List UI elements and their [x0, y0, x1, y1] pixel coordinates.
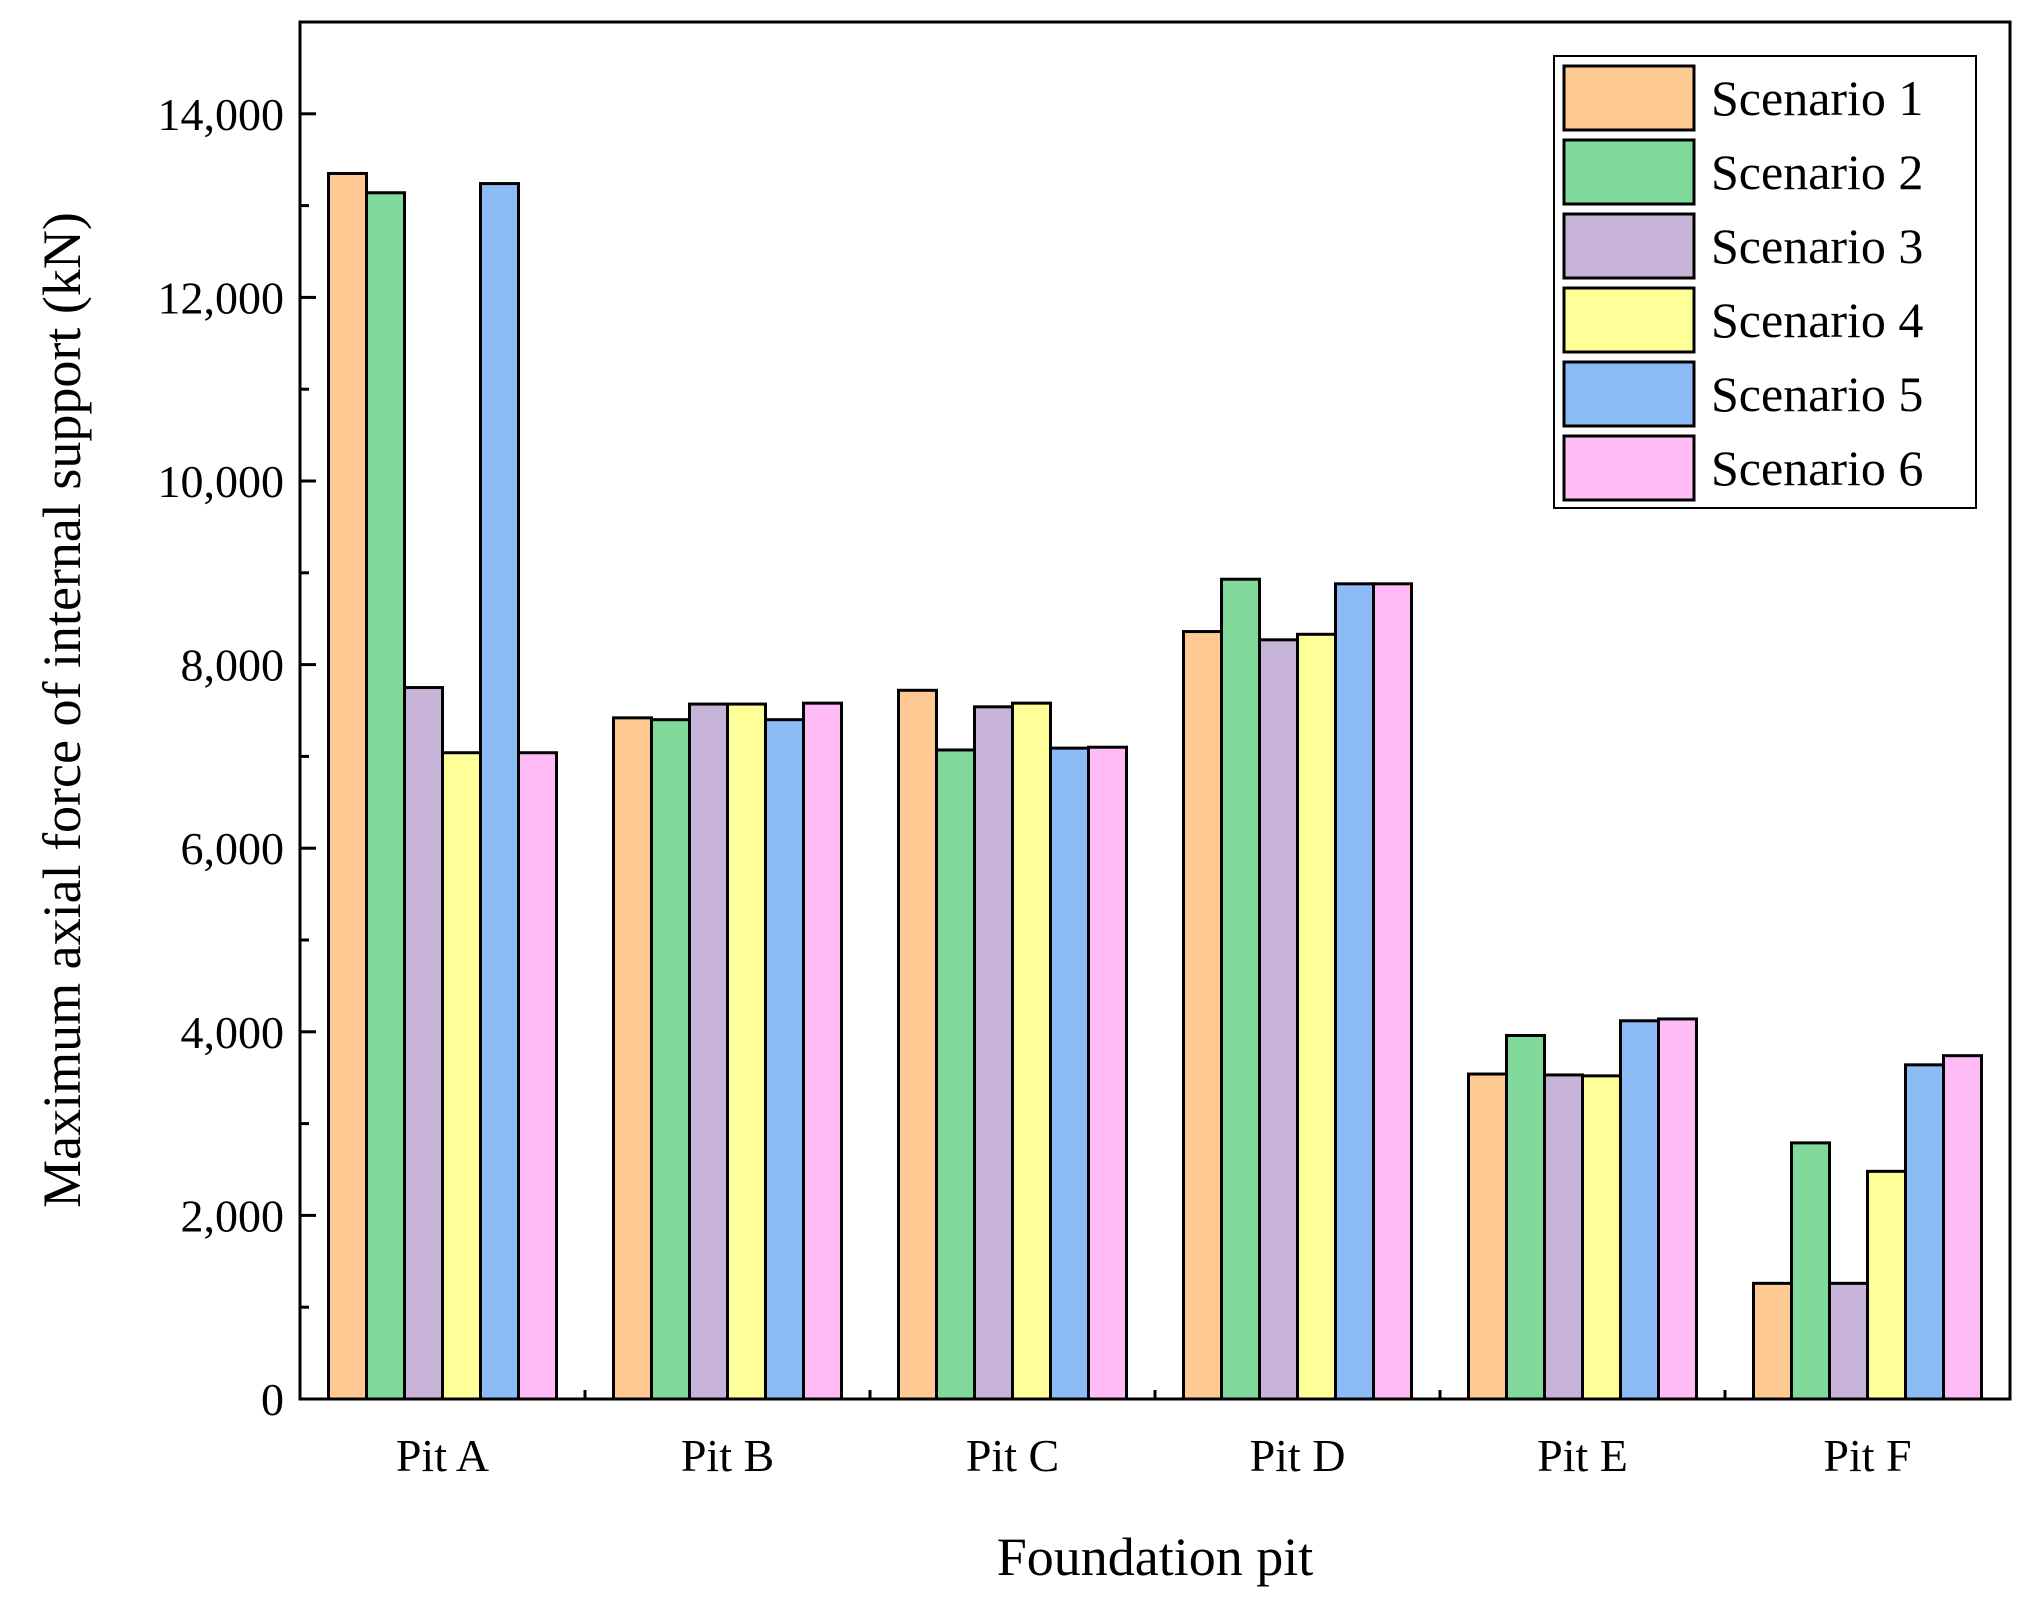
- bar-scenario-2-pit-e: [1505, 1033, 1546, 1401]
- legend-swatch-scenario-1: [1562, 64, 1696, 132]
- bar-scenario-3-pit-b: [688, 702, 729, 1401]
- legend-label-scenario-6: Scenario 6: [1711, 440, 1923, 496]
- y-tick-label: 14,000: [158, 89, 285, 140]
- bar-scenario-6-pit-e: [1657, 1017, 1698, 1401]
- bar-scenario-2-pit-d: [1220, 577, 1261, 1401]
- x-tick-label: Pit E: [1537, 1430, 1628, 1481]
- bar-scenario-1-pit-e: [1467, 1072, 1508, 1401]
- bar-scenario-1-pit-a: [327, 171, 368, 1401]
- legend-swatch-scenario-3: [1562, 212, 1696, 280]
- legend-label-scenario-1: Scenario 1: [1711, 70, 1923, 126]
- legend-swatch-scenario-6: [1562, 434, 1696, 502]
- x-axis: Pit A Pit B Pit C Pit D Pit E Pit F: [396, 1383, 1912, 1481]
- y-tick-label: 8,000: [181, 640, 285, 691]
- bar-scenario-6-pit-d: [1372, 582, 1413, 1401]
- bar-scenario-3-pit-e: [1543, 1073, 1584, 1401]
- legend-label-scenario-3: Scenario 3: [1711, 218, 1923, 274]
- bars-group: [327, 171, 1983, 1401]
- bar-scenario-6-pit-c: [1087, 745, 1128, 1401]
- y-tick-label: 4,000: [181, 1007, 285, 1058]
- x-tick-label: Pit A: [396, 1430, 489, 1481]
- bar-scenario-5-pit-f: [1904, 1063, 1945, 1401]
- bar-scenario-1-pit-d: [1182, 630, 1223, 1401]
- bar-scenario-4-pit-a: [441, 751, 482, 1401]
- bar-scenario-5-pit-a: [479, 182, 520, 1401]
- x-tick-label: Pit C: [966, 1430, 1059, 1481]
- bar-scenario-5-pit-c: [1049, 746, 1090, 1401]
- y-axis-title: Maximum axial force of internal support …: [32, 212, 92, 1208]
- y-tick-label: 6,000: [181, 823, 285, 874]
- bar-scenario-4-pit-b: [726, 702, 767, 1401]
- x-tick-label: Pit F: [1823, 1430, 1911, 1481]
- legend-swatch-scenario-5: [1562, 360, 1696, 428]
- y-tick-label: 10,000: [158, 456, 285, 507]
- bar-scenario-3-pit-f: [1828, 1281, 1869, 1401]
- bar-scenario-6-pit-a: [517, 751, 558, 1401]
- bar-scenario-3-pit-d: [1258, 638, 1299, 1401]
- y-tick-label: 2,000: [181, 1190, 285, 1241]
- bar-scenario-6-pit-b: [802, 701, 843, 1401]
- legend-label-scenario-5: Scenario 5: [1711, 366, 1923, 422]
- bar-scenario-2-pit-b: [650, 718, 691, 1401]
- legend-swatch-scenario-4: [1562, 286, 1696, 354]
- x-tick-label: Pit D: [1250, 1430, 1346, 1481]
- bar-scenario-1-pit-f: [1752, 1281, 1793, 1401]
- bar-scenario-2-pit-a: [365, 191, 406, 1401]
- legend: Scenario 1 Scenario 2 Scenario 3 Scenario 4…: [1553, 55, 1977, 509]
- y-axis: 0 2,000 4,000 6,000 8,000 10,000 12,000 14,000: [158, 20, 316, 1425]
- legend-swatch-scenario-2: [1562, 138, 1696, 206]
- bar-scenario-4-pit-e: [1581, 1074, 1622, 1401]
- bar-scenario-3-pit-a: [403, 686, 444, 1401]
- legend-label-scenario-2: Scenario 2: [1711, 144, 1923, 200]
- bar-scenario-4-pit-d: [1296, 632, 1337, 1401]
- bar-scenario-6-pit-f: [1942, 1054, 1983, 1401]
- y-tick-label: 12,000: [158, 272, 285, 323]
- x-axis-title: Foundation pit: [997, 1527, 1314, 1587]
- bar-scenario-5-pit-e: [1619, 1019, 1660, 1401]
- bar-scenario-5-pit-d: [1334, 582, 1375, 1401]
- bar-scenario-4-pit-c: [1011, 701, 1052, 1401]
- bar-scenario-2-pit-f: [1790, 1141, 1831, 1401]
- bar-scenario-4-pit-f: [1866, 1169, 1907, 1401]
- bar-scenario-3-pit-c: [973, 705, 1014, 1401]
- bar-scenario-1-pit-c: [897, 688, 938, 1401]
- y-tick-label: 0: [261, 1374, 284, 1425]
- bar-scenario-2-pit-c: [935, 748, 976, 1401]
- legend-label-scenario-4: Scenario 4: [1711, 292, 1923, 348]
- x-tick-label: Pit B: [681, 1430, 774, 1481]
- bar-scenario-5-pit-b: [764, 718, 805, 1401]
- bar-scenario-1-pit-b: [612, 716, 653, 1401]
